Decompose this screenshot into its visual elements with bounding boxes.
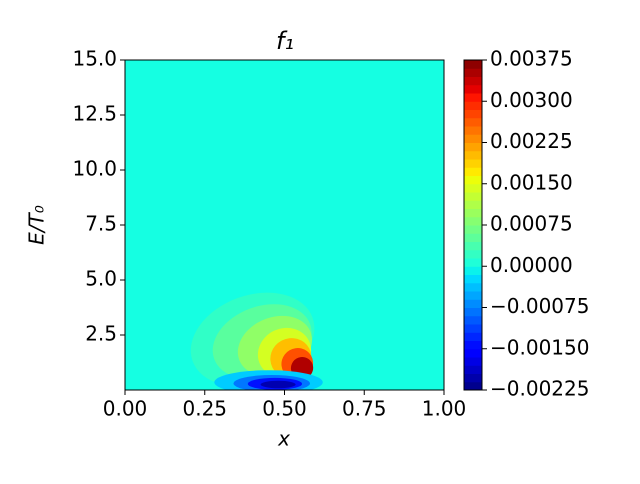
x-tick-label: 1.00: [422, 397, 467, 421]
plot-area: [125, 60, 444, 390]
colorbar-band: [464, 60, 482, 69]
colorbar-band: [464, 150, 482, 160]
colorbar-band: [464, 299, 482, 308]
colorbar-band: [464, 315, 482, 325]
colorbar-band: [464, 109, 482, 119]
colorbar-tick-label: 0.00300: [490, 88, 573, 112]
colorbar-band: [464, 200, 482, 209]
y-tick-label: 7.5: [85, 212, 117, 236]
colorbar-band: [464, 274, 482, 284]
colorbar-band: [464, 183, 482, 193]
colorbar-band: [464, 381, 482, 391]
x-tick-label: 0.75: [342, 397, 387, 421]
colorbar-band: [464, 282, 482, 292]
colorbar-band: [464, 76, 482, 86]
colorbar-tick-label: −0.00225: [490, 377, 589, 401]
colorbar-tick-label: 0.00075: [490, 212, 573, 236]
colorbar-band: [464, 365, 482, 374]
colorbar-band: [464, 348, 482, 358]
colorbar-band: [464, 126, 482, 135]
colorbar-band: [464, 249, 482, 259]
colorbar-band: [464, 142, 482, 152]
colorbar-band: [464, 324, 482, 333]
x-axis-label: x: [277, 427, 290, 451]
colorbar: [464, 60, 482, 391]
contour-region: [260, 380, 296, 389]
colorbar-band: [464, 167, 482, 176]
y-axis-label: E/T₀: [25, 205, 49, 245]
colorbar-band: [464, 307, 482, 317]
colorbar-tick-label: 0.00150: [490, 170, 573, 194]
chart-title: f₁: [276, 27, 294, 55]
y-tick-label: 15.0: [72, 47, 117, 71]
colorbar-band: [464, 332, 482, 341]
colorbar-band: [464, 68, 482, 77]
y-tick-label: 10.0: [72, 157, 117, 181]
colorbar-band: [464, 291, 482, 300]
y-tick-label: 12.5: [72, 102, 117, 126]
colorbar-tick-label: 0.00000: [490, 253, 573, 277]
colorbar-band: [464, 84, 482, 94]
x-tick-label: 0.50: [262, 397, 307, 421]
colorbar-band: [464, 373, 482, 383]
x-tick-label: 0.25: [182, 397, 227, 421]
colorbar-tick-label: −0.00150: [490, 335, 589, 359]
colorbar-band: [464, 225, 482, 234]
colorbar-band: [464, 93, 482, 102]
colorbar-band: [464, 159, 482, 168]
colorbar-band: [464, 340, 482, 350]
colorbar-band: [464, 241, 482, 251]
colorbar-band: [464, 258, 482, 267]
colorbar-tick-label: −0.00075: [490, 294, 589, 318]
colorbar-band: [464, 175, 482, 185]
x-tick-label: 0.00: [103, 397, 148, 421]
colorbar-band: [464, 101, 482, 110]
colorbar-band: [464, 216, 482, 226]
colorbar-band: [464, 208, 482, 218]
colorbar-band: [464, 134, 482, 143]
colorbar-band: [464, 233, 482, 242]
y-tick-label: 2.5: [85, 322, 117, 346]
colorbar-band: [464, 357, 482, 366]
colorbar-tick-label: 0.00375: [490, 47, 573, 71]
colorbar-band: [464, 266, 482, 275]
colorbar-band: [464, 192, 482, 201]
y-tick-label: 5.0: [85, 267, 117, 291]
colorbar-band: [464, 117, 482, 127]
colorbar-tick-label: 0.00225: [490, 129, 573, 153]
